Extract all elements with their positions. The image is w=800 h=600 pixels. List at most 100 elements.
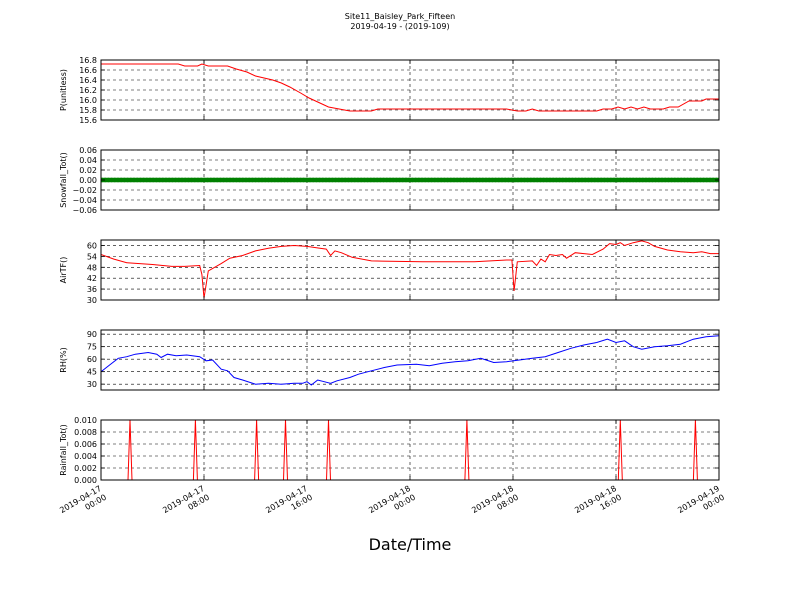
y-tick-label: 30 bbox=[87, 380, 97, 389]
series-marker bbox=[243, 177, 249, 183]
series-marker bbox=[288, 177, 293, 183]
series-marker bbox=[320, 177, 325, 183]
series-marker bbox=[160, 177, 165, 183]
series-marker bbox=[189, 177, 194, 183]
series-3 bbox=[101, 240, 719, 299]
series-marker bbox=[327, 177, 332, 183]
series-marker bbox=[285, 177, 290, 183]
series-marker bbox=[387, 177, 393, 183]
series-marker bbox=[554, 177, 559, 183]
series-marker bbox=[355, 177, 361, 183]
series-marker bbox=[362, 177, 367, 183]
series-marker bbox=[576, 177, 581, 183]
series-marker bbox=[535, 177, 540, 183]
y-tick-label: 0.008 bbox=[74, 428, 97, 437]
y-tick-label: 16.6 bbox=[79, 66, 97, 75]
y-tick-label: 0.06 bbox=[79, 146, 97, 155]
series-marker bbox=[643, 177, 649, 183]
y-tick-label: 0.00 bbox=[79, 176, 97, 185]
series-marker bbox=[544, 177, 549, 183]
series-marker bbox=[314, 177, 319, 183]
series-marker bbox=[368, 177, 373, 183]
series-marker bbox=[579, 177, 585, 183]
series-marker bbox=[519, 177, 524, 183]
series-marker bbox=[259, 177, 265, 183]
series-marker bbox=[125, 177, 130, 183]
series-marker bbox=[272, 177, 277, 183]
series-marker bbox=[141, 177, 146, 183]
series-marker bbox=[192, 177, 197, 183]
series-line bbox=[101, 335, 719, 386]
series-marker bbox=[346, 177, 351, 183]
series-line bbox=[101, 420, 719, 480]
series-marker bbox=[496, 177, 501, 183]
chart-subtitle: 2019-04-19 - (2019-109) bbox=[350, 22, 449, 31]
series-marker bbox=[112, 177, 118, 183]
series-marker bbox=[698, 177, 703, 183]
series-marker bbox=[480, 177, 485, 183]
series-marker bbox=[339, 177, 345, 183]
series-marker bbox=[695, 177, 700, 183]
series-marker bbox=[701, 177, 706, 183]
series-marker bbox=[669, 177, 674, 183]
series-marker bbox=[570, 177, 575, 183]
y-tick-label: 0.002 bbox=[74, 464, 97, 473]
series-marker bbox=[151, 177, 156, 183]
series-marker bbox=[432, 177, 437, 183]
series-marker bbox=[144, 177, 149, 183]
series-marker bbox=[637, 177, 642, 183]
series-marker bbox=[407, 177, 412, 183]
series-marker bbox=[435, 177, 441, 183]
series-marker bbox=[704, 177, 709, 183]
series-marker bbox=[503, 177, 508, 183]
series-marker bbox=[592, 177, 597, 183]
series-marker bbox=[672, 177, 677, 183]
series-marker bbox=[115, 177, 121, 183]
series-marker bbox=[679, 177, 684, 183]
series-marker bbox=[522, 177, 527, 183]
panel-grid bbox=[101, 240, 719, 300]
series-marker bbox=[186, 177, 191, 183]
series-marker bbox=[538, 177, 543, 183]
series-marker bbox=[618, 177, 623, 183]
series-marker bbox=[391, 177, 396, 183]
y-tick-label: 42 bbox=[87, 274, 97, 283]
series-marker bbox=[675, 177, 681, 183]
y-tick-label: 90 bbox=[87, 330, 97, 339]
y-tick-label: 0.004 bbox=[74, 452, 97, 461]
series-marker bbox=[170, 177, 175, 183]
series-marker bbox=[426, 177, 431, 183]
y-tick-label: 16.8 bbox=[79, 56, 97, 65]
series-line bbox=[101, 240, 719, 299]
series-marker bbox=[378, 177, 383, 183]
series-marker bbox=[397, 177, 402, 183]
series-marker bbox=[525, 177, 530, 183]
series-marker bbox=[381, 177, 386, 183]
series-marker bbox=[304, 177, 309, 183]
series-marker bbox=[205, 177, 210, 183]
series-marker bbox=[477, 177, 482, 183]
y-tick-label: 60 bbox=[87, 355, 97, 364]
series-marker bbox=[528, 177, 533, 183]
y-tick-label: 0.010 bbox=[74, 416, 97, 425]
series-marker bbox=[589, 177, 594, 183]
series-marker bbox=[247, 177, 252, 183]
series-marker bbox=[611, 177, 617, 183]
series-marker bbox=[163, 177, 169, 183]
series-marker bbox=[647, 177, 652, 183]
series-marker bbox=[147, 177, 153, 183]
series-marker bbox=[128, 177, 133, 183]
series-2 bbox=[101, 177, 719, 183]
series-marker bbox=[442, 177, 447, 183]
y-tick-label: 45 bbox=[87, 368, 97, 377]
series-marker bbox=[237, 177, 242, 183]
series-marker bbox=[227, 177, 233, 183]
x-axis-label: Date/Time bbox=[369, 535, 452, 554]
series-marker bbox=[467, 177, 473, 183]
series-marker bbox=[688, 177, 693, 183]
series-marker bbox=[563, 177, 569, 183]
series-marker bbox=[208, 177, 213, 183]
y-tick-label: 36 bbox=[87, 285, 97, 294]
series-marker bbox=[211, 177, 217, 183]
